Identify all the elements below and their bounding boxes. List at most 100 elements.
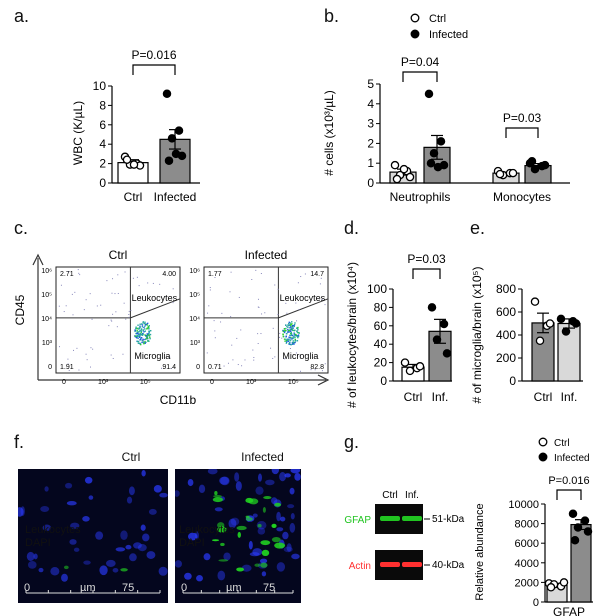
flow-event-dense [290, 333, 293, 336]
dapi-nucleus [146, 551, 156, 559]
flow-plot-title: Ctrl [109, 248, 128, 262]
legend-label: Infected [554, 453, 590, 464]
y-tick-label: 10⁶ [189, 268, 200, 275]
chart-g: 0 2000 4000 6000 8000 10000 Relative abundance… [474, 437, 593, 616]
flow-event-dense [138, 331, 140, 333]
flow-event-dense [292, 329, 294, 332]
flow-event [321, 299, 323, 301]
flow-event-dense [289, 337, 291, 339]
flow-event [161, 367, 163, 369]
flow-event-dense [140, 337, 142, 339]
flow-event [122, 353, 124, 355]
dapi-nucleus [125, 544, 132, 550]
leukocyte-signal [261, 549, 270, 557]
micro-inf-stain2: DAPI [179, 537, 205, 549]
flow-event-dense [297, 326, 299, 329]
flow-event [297, 282, 299, 284]
flow-event [90, 366, 92, 368]
flow-event-dense [287, 324, 290, 327]
flow-event [244, 359, 246, 361]
flow-event [281, 337, 283, 339]
y-tick-label: 4000 [515, 558, 539, 570]
dapi-nucleus [290, 513, 295, 520]
flow-event [321, 370, 323, 372]
flow-event-dense [138, 336, 141, 338]
leukocyte-signal [271, 537, 281, 543]
flow-event [279, 336, 281, 338]
dapi-nucleus [289, 522, 296, 533]
flow-event [108, 325, 110, 327]
data-point-filled [570, 536, 580, 545]
dapi-nucleus [257, 473, 263, 482]
dapi-nucleus [141, 470, 146, 477]
flow-event [232, 359, 234, 361]
p-value-label: P=0.04 [401, 55, 440, 69]
y-tick-label: 600 [496, 305, 516, 319]
dapi-nucleus [112, 567, 119, 573]
flow-event [255, 269, 257, 271]
y-tick-label: 0 [380, 374, 387, 388]
dapi-nucleus [279, 471, 287, 482]
chart-a: 0 2 4 6 8 10 WBC (K/µL) Ctrl Infected P=0.016 [71, 48, 200, 204]
flow-event-dense [290, 332, 292, 335]
leukocyte-signal [211, 539, 220, 542]
leukocyte-signal [274, 502, 282, 507]
flow-event [277, 288, 279, 290]
flow-event [112, 313, 114, 315]
flow-event-dense [291, 323, 293, 325]
flow-event-dense [285, 335, 287, 337]
panel-letter-c: c. [14, 218, 29, 238]
flow-event-dense [149, 336, 151, 338]
data-point-filled [527, 156, 537, 166]
flow-event-dense [289, 326, 291, 329]
flow-event [59, 346, 61, 348]
flow-event-dense [147, 326, 150, 328]
quadrant-topleft: 1.77 [208, 271, 222, 278]
flow-event-dense [294, 322, 296, 324]
dapi-nucleus [20, 506, 25, 517]
p-value-label: P=0.03 [407, 252, 446, 266]
data-point-filled [573, 523, 583, 532]
p-value-label: P=0.016 [548, 475, 589, 487]
gate-label-leukocytes: Leukocytes [280, 293, 326, 303]
flow-event [86, 359, 88, 361]
flow-event-dense [291, 338, 293, 340]
leukocyte-signal [260, 562, 268, 568]
flow-event-dense [293, 343, 295, 345]
flow-event-dense [139, 326, 141, 328]
y-tick-label: 40 [374, 337, 388, 351]
data-point-filled [429, 149, 439, 158]
y-tick-label: 5 [367, 77, 374, 91]
flow-event [208, 305, 210, 307]
flow-event-dense [286, 339, 288, 342]
flow-event-dense [139, 343, 142, 346]
blot-band [380, 516, 400, 521]
y-tick-label: 80 [374, 300, 388, 314]
flow-event [324, 304, 326, 306]
flow-event-dense [293, 341, 295, 344]
flow-event [213, 320, 215, 322]
dapi-nucleus [198, 484, 206, 494]
flow-event-dense [136, 340, 138, 343]
leukocyte-signal [217, 522, 225, 529]
flow-event [128, 316, 130, 318]
gate-label-microglia: Microglia [134, 351, 170, 361]
blot-band [380, 562, 400, 567]
dapi-nucleus [115, 547, 126, 552]
flow-event [115, 311, 117, 313]
flow-event [111, 320, 113, 322]
y-tick-label: 8000 [515, 519, 539, 531]
dapi-nucleus [265, 479, 275, 486]
flow-event-dense [144, 330, 147, 332]
flow-event [132, 277, 134, 279]
data-point-filled [171, 149, 181, 159]
flow-event-dense [294, 329, 296, 331]
flow-event-dense [293, 323, 296, 326]
quadrant-bottomright: 82.8 [310, 364, 324, 371]
legend-label: Ctrl [429, 13, 446, 25]
flow-event [241, 365, 243, 367]
flow-event-dense [135, 326, 137, 328]
flow-event [152, 282, 154, 284]
flow-event [138, 297, 140, 299]
flow-event [295, 352, 297, 354]
